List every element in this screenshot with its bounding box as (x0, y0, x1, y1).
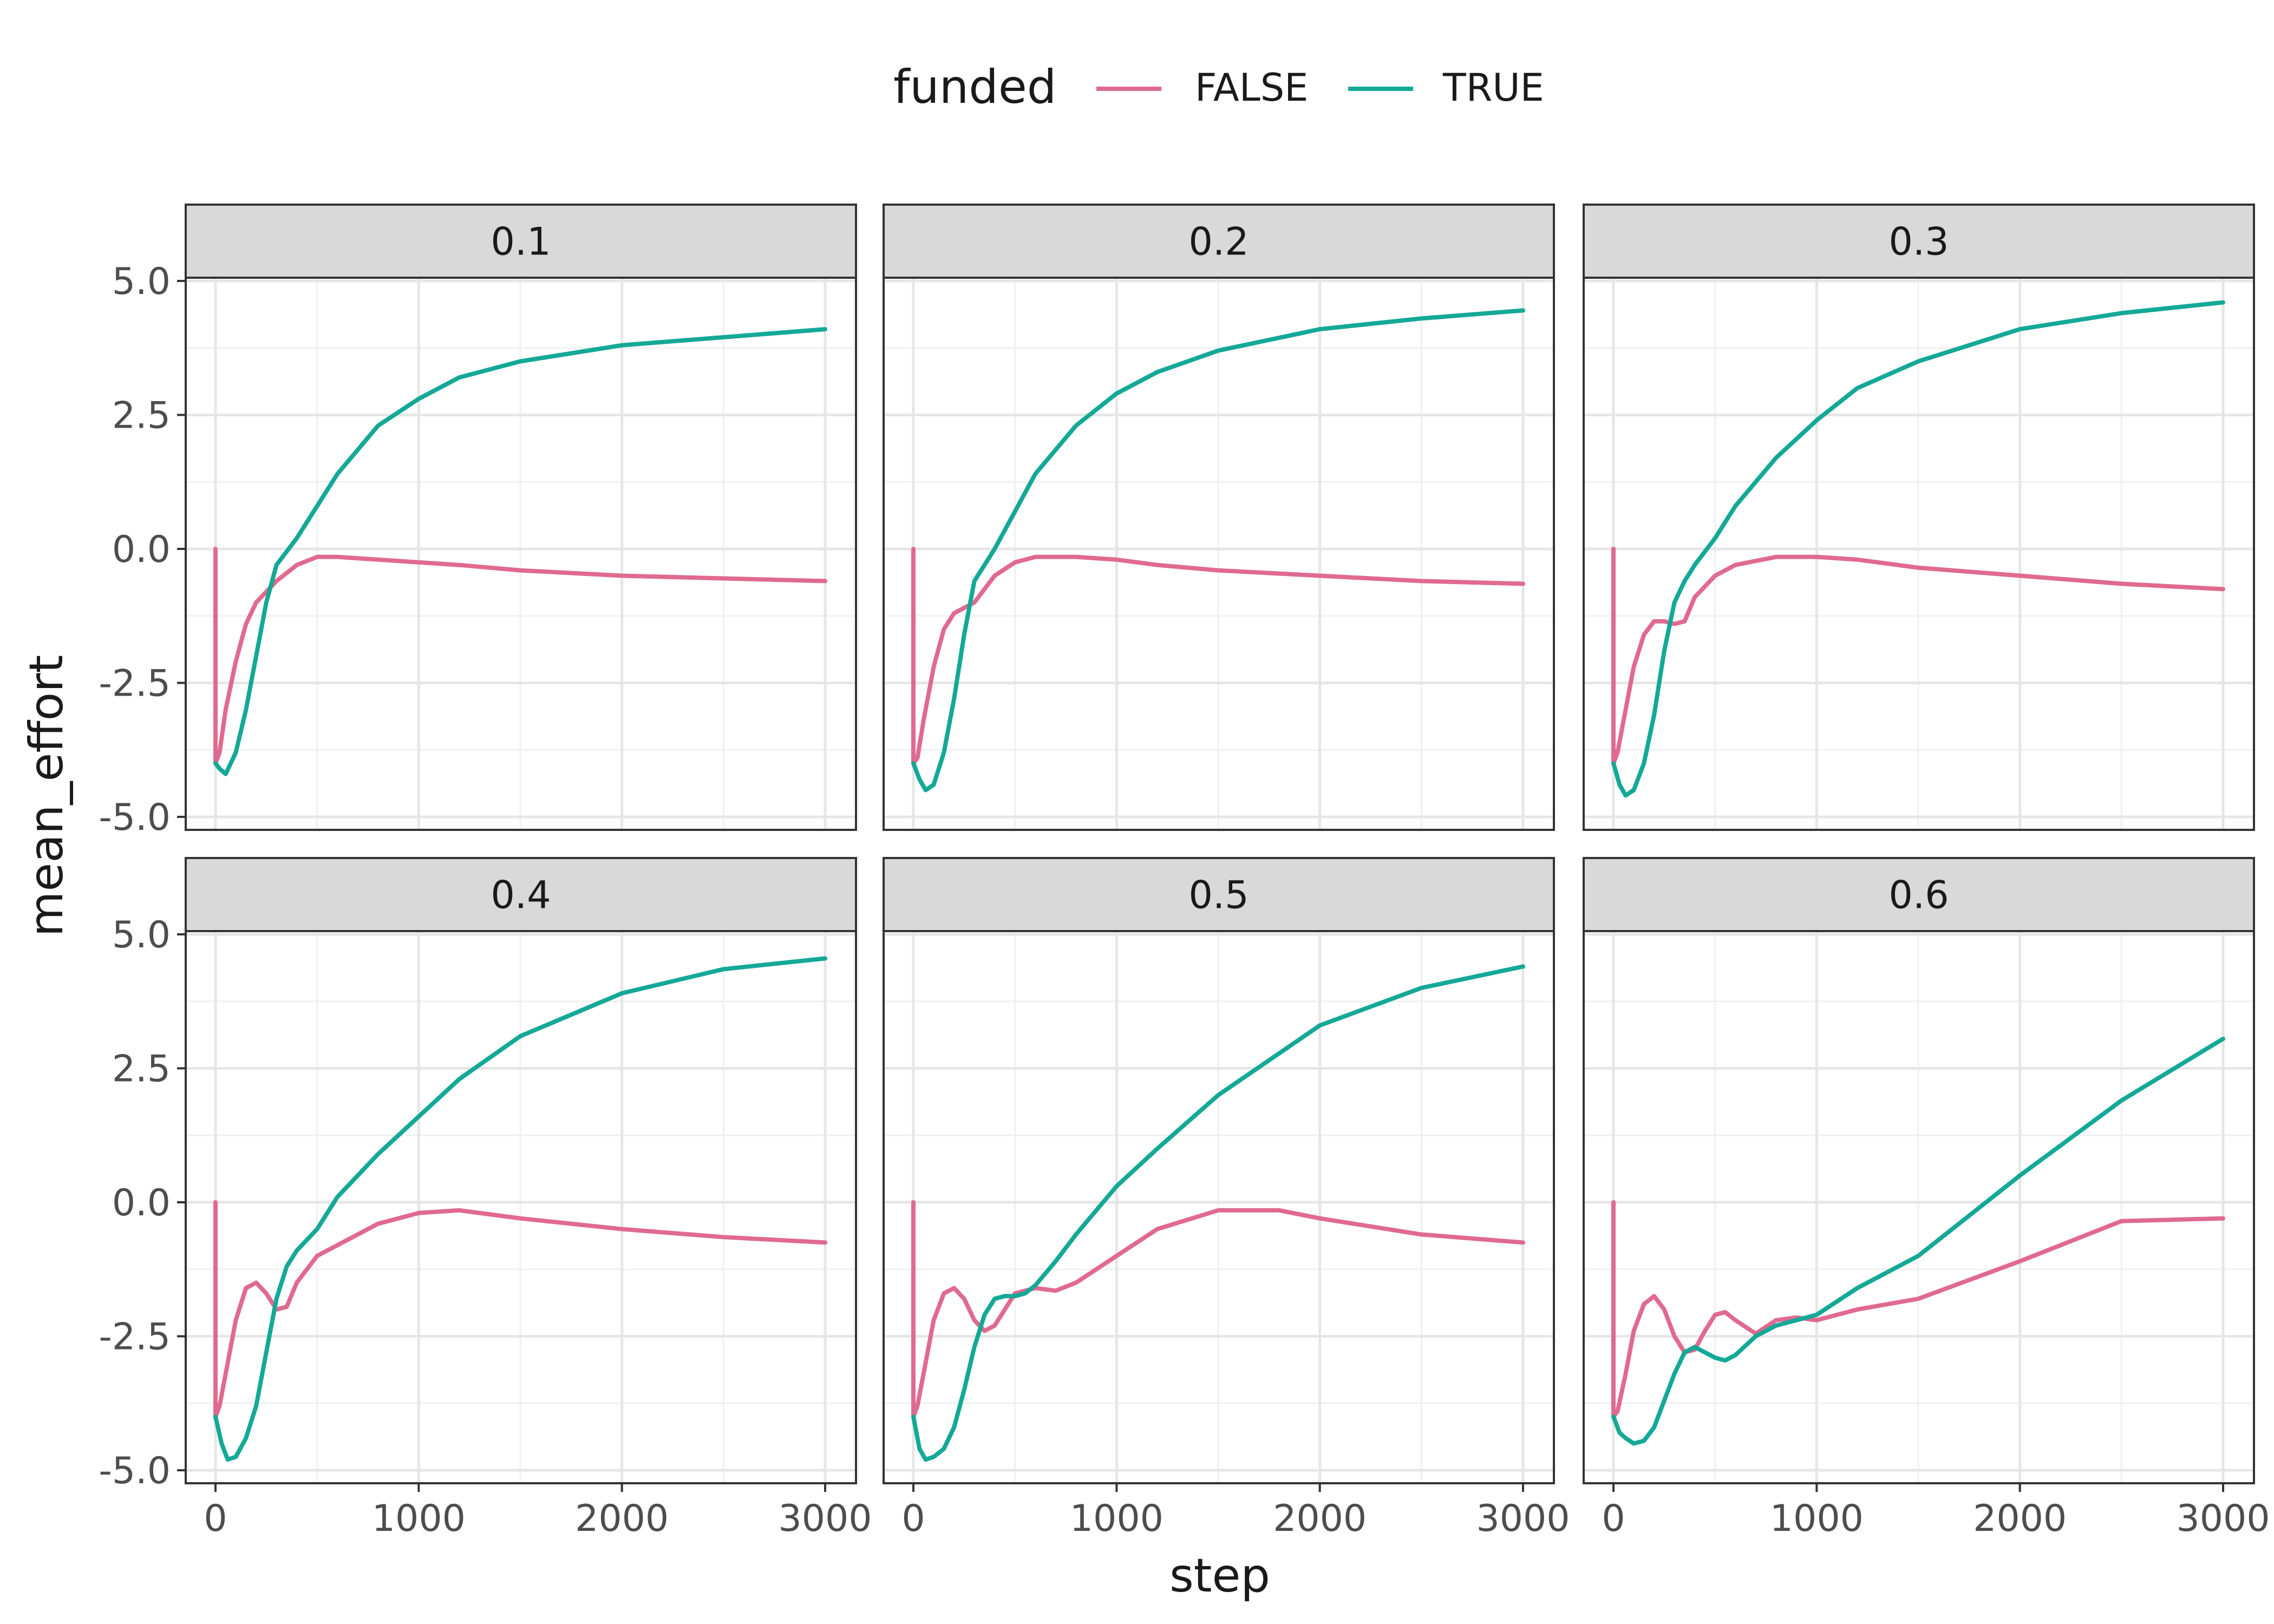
facet-strip (185, 204, 857, 279)
series-line-true (213, 327, 827, 776)
x-tick-label: 0 (901, 1497, 925, 1540)
facet-strip-label: 0.6 (1889, 873, 1949, 918)
series-line-false (911, 547, 1525, 765)
series-line-true (1611, 1037, 2225, 1446)
y-tick-label: 5.0 (112, 260, 171, 303)
y-tick-label: -5.0 (99, 1450, 171, 1492)
facet-strip (883, 857, 1555, 932)
series-line-true (911, 964, 1525, 1462)
x-tick-label: 2000 (1273, 1497, 1367, 1540)
series-line-false (1611, 547, 2225, 765)
x-tick-label: 1000 (1770, 1497, 1864, 1540)
x-tick-label: 3000 (1476, 1497, 1570, 1540)
y-tick-label: 0.0 (112, 528, 171, 571)
series-line-true (911, 308, 1525, 793)
facet-strip (1583, 204, 2255, 279)
x-tick-label: 1000 (372, 1497, 466, 1540)
series-line-false (213, 1200, 827, 1419)
facet-strip-label: 0.3 (1889, 220, 1949, 264)
legend-label-true: TRUE (1442, 66, 1544, 110)
facet-panel-0.1: 0.1 -5.0 -2.5 0.0 2.5 5.0 (99, 204, 857, 839)
facet-strip (185, 857, 857, 932)
facet-strip (1583, 857, 2255, 932)
x-tick-label: 3000 (2176, 1497, 2270, 1540)
facet-panel-0.3: 0.3 (1583, 204, 2255, 831)
x-tick-label: 2000 (575, 1497, 669, 1540)
series-line-false (1611, 1200, 2225, 1419)
x-tick-label: 0 (204, 1497, 227, 1540)
facet-strip-label: 0.1 (491, 220, 551, 264)
x-tick-label: 0 (1602, 1497, 1625, 1540)
y-axis-title: mean_effort (19, 655, 74, 937)
legend-title: funded (893, 60, 1056, 114)
series-line-false (213, 547, 827, 765)
y-tick-label: -5.0 (99, 796, 171, 839)
y-tick-label: -2.5 (99, 663, 171, 705)
legend-label-false: FALSE (1195, 66, 1308, 110)
facet-strip-label: 0.5 (1188, 873, 1249, 918)
y-tick-label: 0.0 (112, 1182, 171, 1224)
y-tick-label: 2.5 (112, 395, 171, 437)
facet-panel-0.4: 0.4 -5.0 -2.5 0.0 2.5 5.0 0 1000 2000 3000 (99, 857, 872, 1540)
x-axis-title: step (1169, 1549, 1270, 1603)
facet-panel-0.5: 0.5 0 1000 2000 3000 (883, 857, 1570, 1540)
series-line-true (1611, 300, 2225, 798)
facet-panel-0.6: 0.6 0 1000 2000 3000 (1583, 857, 2270, 1540)
y-tick-label: -2.5 (99, 1316, 171, 1359)
y-tick-label: 5.0 (112, 914, 171, 957)
x-tick-label: 1000 (1070, 1497, 1164, 1540)
legend: funded FALSE TRUE (893, 60, 1544, 114)
facet-panels: 0.1 -5.0 -2.5 0.0 2.5 5.0 0.2 0.3 0.4 -5.0 -2.5 0.0… (99, 204, 2270, 1540)
facet-strip-label: 0.4 (491, 873, 551, 918)
x-tick-label: 3000 (778, 1497, 872, 1540)
x-tick-label: 2000 (1973, 1497, 2067, 1540)
series-line-true (213, 956, 827, 1462)
facet-strip (883, 204, 1555, 279)
series-line-false (911, 1200, 1525, 1419)
facet-panel-0.2: 0.2 (883, 204, 1555, 831)
facet-strip-label: 0.2 (1188, 220, 1249, 264)
y-tick-label: 2.5 (112, 1048, 171, 1091)
